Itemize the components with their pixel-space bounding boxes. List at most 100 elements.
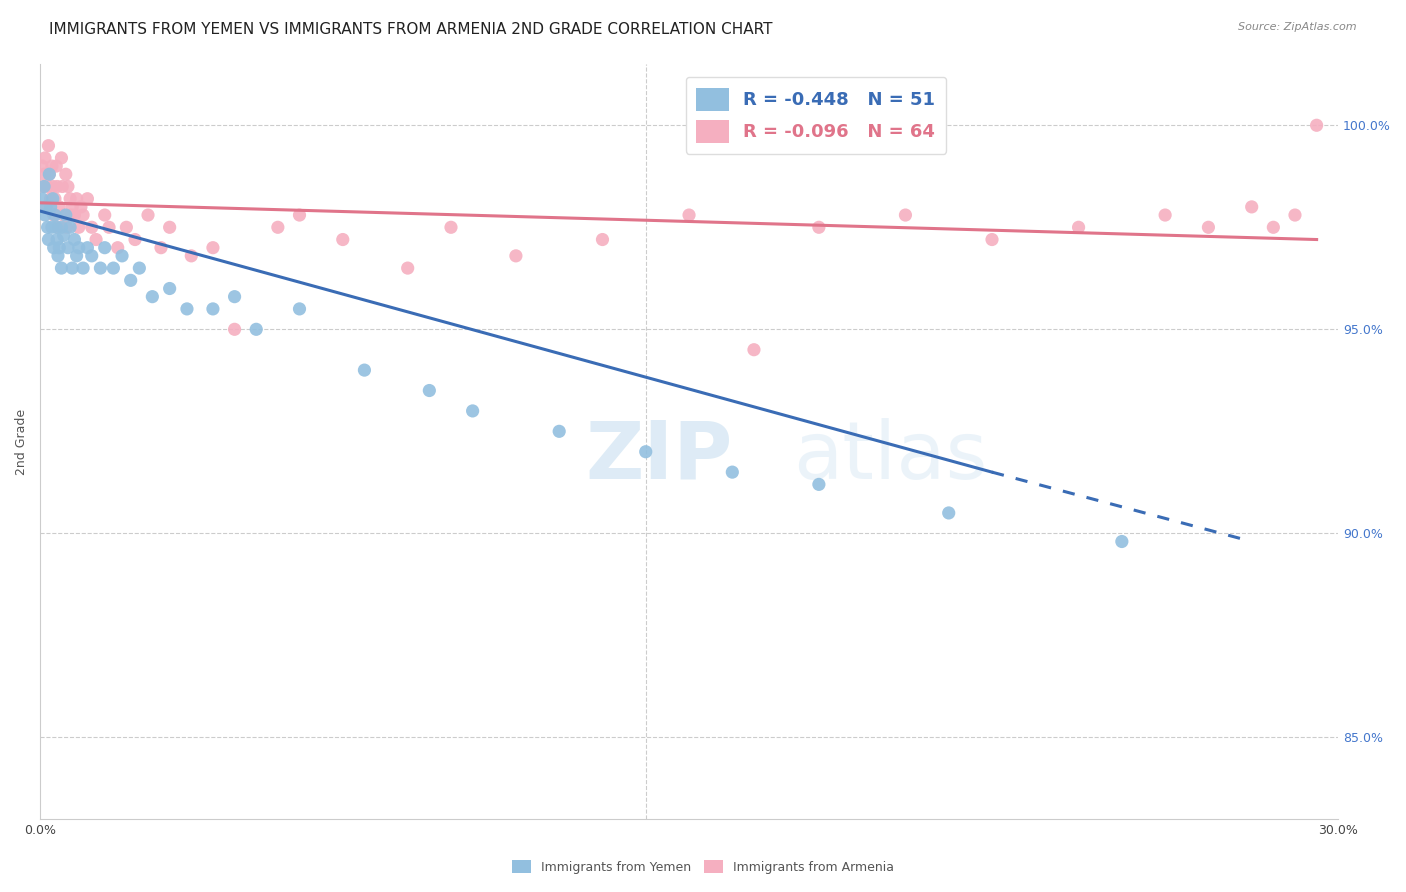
Point [65,192,87,206]
Point [721,465,744,479]
Point [176,301,198,316]
Point [34,208,56,222]
Point [34,151,56,165]
Point [39,200,62,214]
Point [938,506,960,520]
Point [128,261,150,276]
Point [84,233,107,247]
Point [807,477,830,491]
Point [59,208,82,222]
Point [1240,200,1263,214]
Point [1284,208,1306,222]
Point [45,220,67,235]
Point [245,322,267,336]
Point [72,261,94,276]
Point [1154,208,1177,222]
Point [37,179,59,194]
Point [46,179,69,194]
Point [59,192,82,206]
Point [41,220,63,235]
Point [51,179,73,194]
Point [76,241,98,255]
Point [288,208,311,222]
Point [93,241,115,255]
Point [981,233,1004,247]
Point [48,200,70,214]
Text: atlas: atlas [793,417,987,496]
Point [1197,220,1219,235]
Point [98,220,121,235]
Point [115,220,138,235]
Point [180,249,202,263]
Legend: Immigrants from Yemen, Immigrants from Armenia: Immigrants from Yemen, Immigrants from A… [508,855,898,879]
Legend: R = -0.448   N = 51, R = -0.096   N = 64: R = -0.448 N = 51, R = -0.096 N = 64 [686,77,946,154]
Point [288,301,311,316]
Point [38,167,60,181]
Point [93,208,115,222]
Point [353,363,375,377]
Text: ZIP: ZIP [585,417,733,496]
Point [56,179,79,194]
Point [418,384,440,398]
Point [38,167,60,181]
Point [31,192,53,206]
Point [76,192,98,206]
Point [1305,118,1327,132]
Point [51,261,73,276]
Point [159,220,181,235]
Point [42,192,65,206]
Point [56,241,79,255]
Point [111,249,134,263]
Point [60,261,83,276]
Point [55,220,77,235]
Point [634,444,657,458]
Point [52,208,75,222]
Point [267,220,290,235]
Point [65,249,87,263]
Point [159,281,181,295]
Point [31,159,53,173]
Point [55,167,77,181]
Point [32,167,55,181]
Point [67,220,90,235]
Point [59,220,82,235]
Point [396,261,419,276]
Point [201,301,224,316]
Point [742,343,765,357]
Point [1263,220,1285,235]
Point [63,233,86,247]
Point [39,192,62,206]
Y-axis label: 2nd Grade: 2nd Grade [15,409,28,475]
Point [41,159,63,173]
Point [51,220,73,235]
Point [46,249,69,263]
Point [44,192,66,206]
Point [42,241,65,255]
Point [894,208,917,222]
Point [80,220,103,235]
Text: IMMIGRANTS FROM YEMEN VS IMMIGRANTS FROM ARMENIA 2ND GRADE CORRELATION CHART: IMMIGRANTS FROM YEMEN VS IMMIGRANTS FROM… [49,22,773,37]
Point [52,228,75,243]
Point [136,208,159,222]
Point [332,233,354,247]
Point [70,200,93,214]
Point [678,208,700,222]
Point [32,179,55,194]
Point [120,273,142,287]
Point [42,179,65,194]
Point [48,241,70,255]
Point [42,208,65,222]
Point [807,220,830,235]
Point [63,208,86,222]
Point [45,159,67,173]
Point [35,200,58,214]
Point [548,425,571,439]
Point [35,200,58,214]
Point [55,208,77,222]
Point [461,404,484,418]
Point [37,220,59,235]
Point [72,208,94,222]
Point [44,208,66,222]
Point [32,179,55,194]
Point [141,290,163,304]
